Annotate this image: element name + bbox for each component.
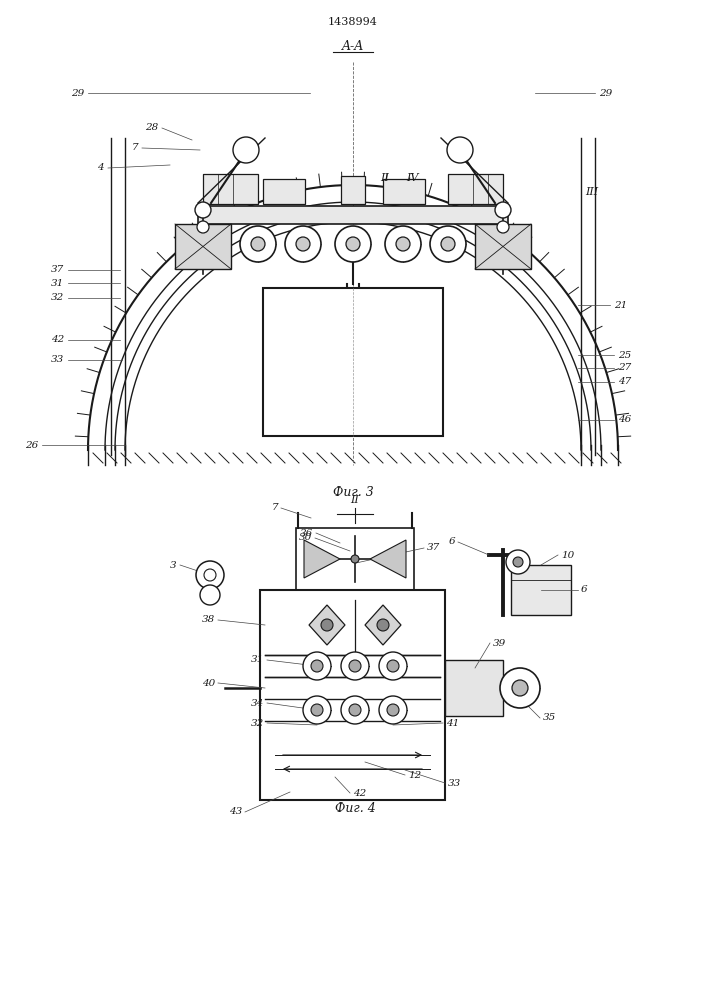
Text: 28: 28 <box>145 123 158 132</box>
Circle shape <box>512 680 528 696</box>
Text: 33: 33 <box>448 778 461 788</box>
Text: A-A: A-A <box>342 40 364 53</box>
Text: 41: 41 <box>446 718 460 728</box>
Text: 27: 27 <box>618 363 631 372</box>
Bar <box>448 174 503 204</box>
Circle shape <box>349 704 361 716</box>
Text: Фиг. 3: Фиг. 3 <box>332 486 373 498</box>
Text: 10: 10 <box>561 550 574 560</box>
Text: 47: 47 <box>618 377 631 386</box>
Text: 39: 39 <box>493 639 506 648</box>
Text: 46: 46 <box>618 416 631 424</box>
Circle shape <box>447 137 473 163</box>
Text: 29: 29 <box>599 89 612 98</box>
Bar <box>203 174 258 204</box>
Bar <box>511 565 571 615</box>
Text: II: II <box>380 173 390 183</box>
Circle shape <box>379 696 407 724</box>
Text: 31: 31 <box>51 278 64 288</box>
Circle shape <box>200 585 220 605</box>
Text: 21: 21 <box>614 300 627 310</box>
Text: 43: 43 <box>229 808 242 816</box>
Text: 33: 33 <box>51 356 64 364</box>
Text: 30: 30 <box>299 534 312 542</box>
Circle shape <box>385 226 421 262</box>
Text: 37: 37 <box>427 544 440 552</box>
Circle shape <box>321 619 333 631</box>
Text: 6: 6 <box>581 585 588 594</box>
Circle shape <box>346 237 360 251</box>
Circle shape <box>497 221 509 233</box>
Text: 12: 12 <box>408 770 421 780</box>
Circle shape <box>195 202 211 218</box>
Text: 32: 32 <box>51 294 64 302</box>
Circle shape <box>495 202 511 218</box>
Bar <box>198 206 508 224</box>
Circle shape <box>303 696 331 724</box>
Circle shape <box>441 237 455 251</box>
Circle shape <box>513 557 523 567</box>
Circle shape <box>506 550 530 574</box>
Text: 7: 7 <box>271 504 278 512</box>
Text: III: III <box>585 187 599 197</box>
Circle shape <box>377 619 389 631</box>
Circle shape <box>387 660 399 672</box>
Polygon shape <box>370 540 406 578</box>
Text: 3: 3 <box>170 560 177 570</box>
Circle shape <box>387 704 399 716</box>
Circle shape <box>341 696 369 724</box>
Bar <box>296 528 414 590</box>
Circle shape <box>240 226 276 262</box>
Text: 25: 25 <box>618 351 631 360</box>
Text: 35: 35 <box>543 714 556 722</box>
Text: II: II <box>351 495 359 505</box>
Text: 4: 4 <box>98 163 104 172</box>
Text: 32: 32 <box>251 718 264 728</box>
Text: 1438994: 1438994 <box>328 17 378 27</box>
Circle shape <box>233 137 259 163</box>
Text: 29: 29 <box>71 89 84 98</box>
Text: 42: 42 <box>353 788 366 798</box>
Text: 31: 31 <box>251 656 264 664</box>
Circle shape <box>251 237 265 251</box>
Text: 6: 6 <box>448 538 455 546</box>
Circle shape <box>396 237 410 251</box>
Bar <box>445 660 503 716</box>
Circle shape <box>500 668 540 708</box>
Circle shape <box>349 660 361 672</box>
Text: 40: 40 <box>201 678 215 688</box>
Circle shape <box>311 704 323 716</box>
Circle shape <box>311 660 323 672</box>
Circle shape <box>379 652 407 680</box>
Text: 26: 26 <box>25 440 38 450</box>
Circle shape <box>197 221 209 233</box>
Circle shape <box>335 226 371 262</box>
Text: Фиг. 4: Фиг. 4 <box>334 802 375 814</box>
Circle shape <box>430 226 466 262</box>
Polygon shape <box>365 605 401 645</box>
Text: IV: IV <box>406 173 418 183</box>
Text: 42: 42 <box>51 336 64 344</box>
Bar <box>383 179 425 204</box>
Text: 38: 38 <box>201 615 215 624</box>
Bar <box>260 590 445 800</box>
Text: 37: 37 <box>51 265 64 274</box>
Bar <box>475 224 531 269</box>
Polygon shape <box>304 540 340 578</box>
Circle shape <box>296 237 310 251</box>
Text: 34: 34 <box>251 698 264 708</box>
Circle shape <box>303 652 331 680</box>
Text: 7: 7 <box>132 143 138 152</box>
Circle shape <box>196 561 224 589</box>
Bar <box>263 288 443 436</box>
Text: 36: 36 <box>300 528 313 538</box>
Bar <box>263 179 305 204</box>
Bar <box>175 224 231 269</box>
Bar <box>341 176 365 204</box>
Polygon shape <box>309 605 345 645</box>
Circle shape <box>351 555 359 563</box>
Circle shape <box>341 652 369 680</box>
Circle shape <box>285 226 321 262</box>
